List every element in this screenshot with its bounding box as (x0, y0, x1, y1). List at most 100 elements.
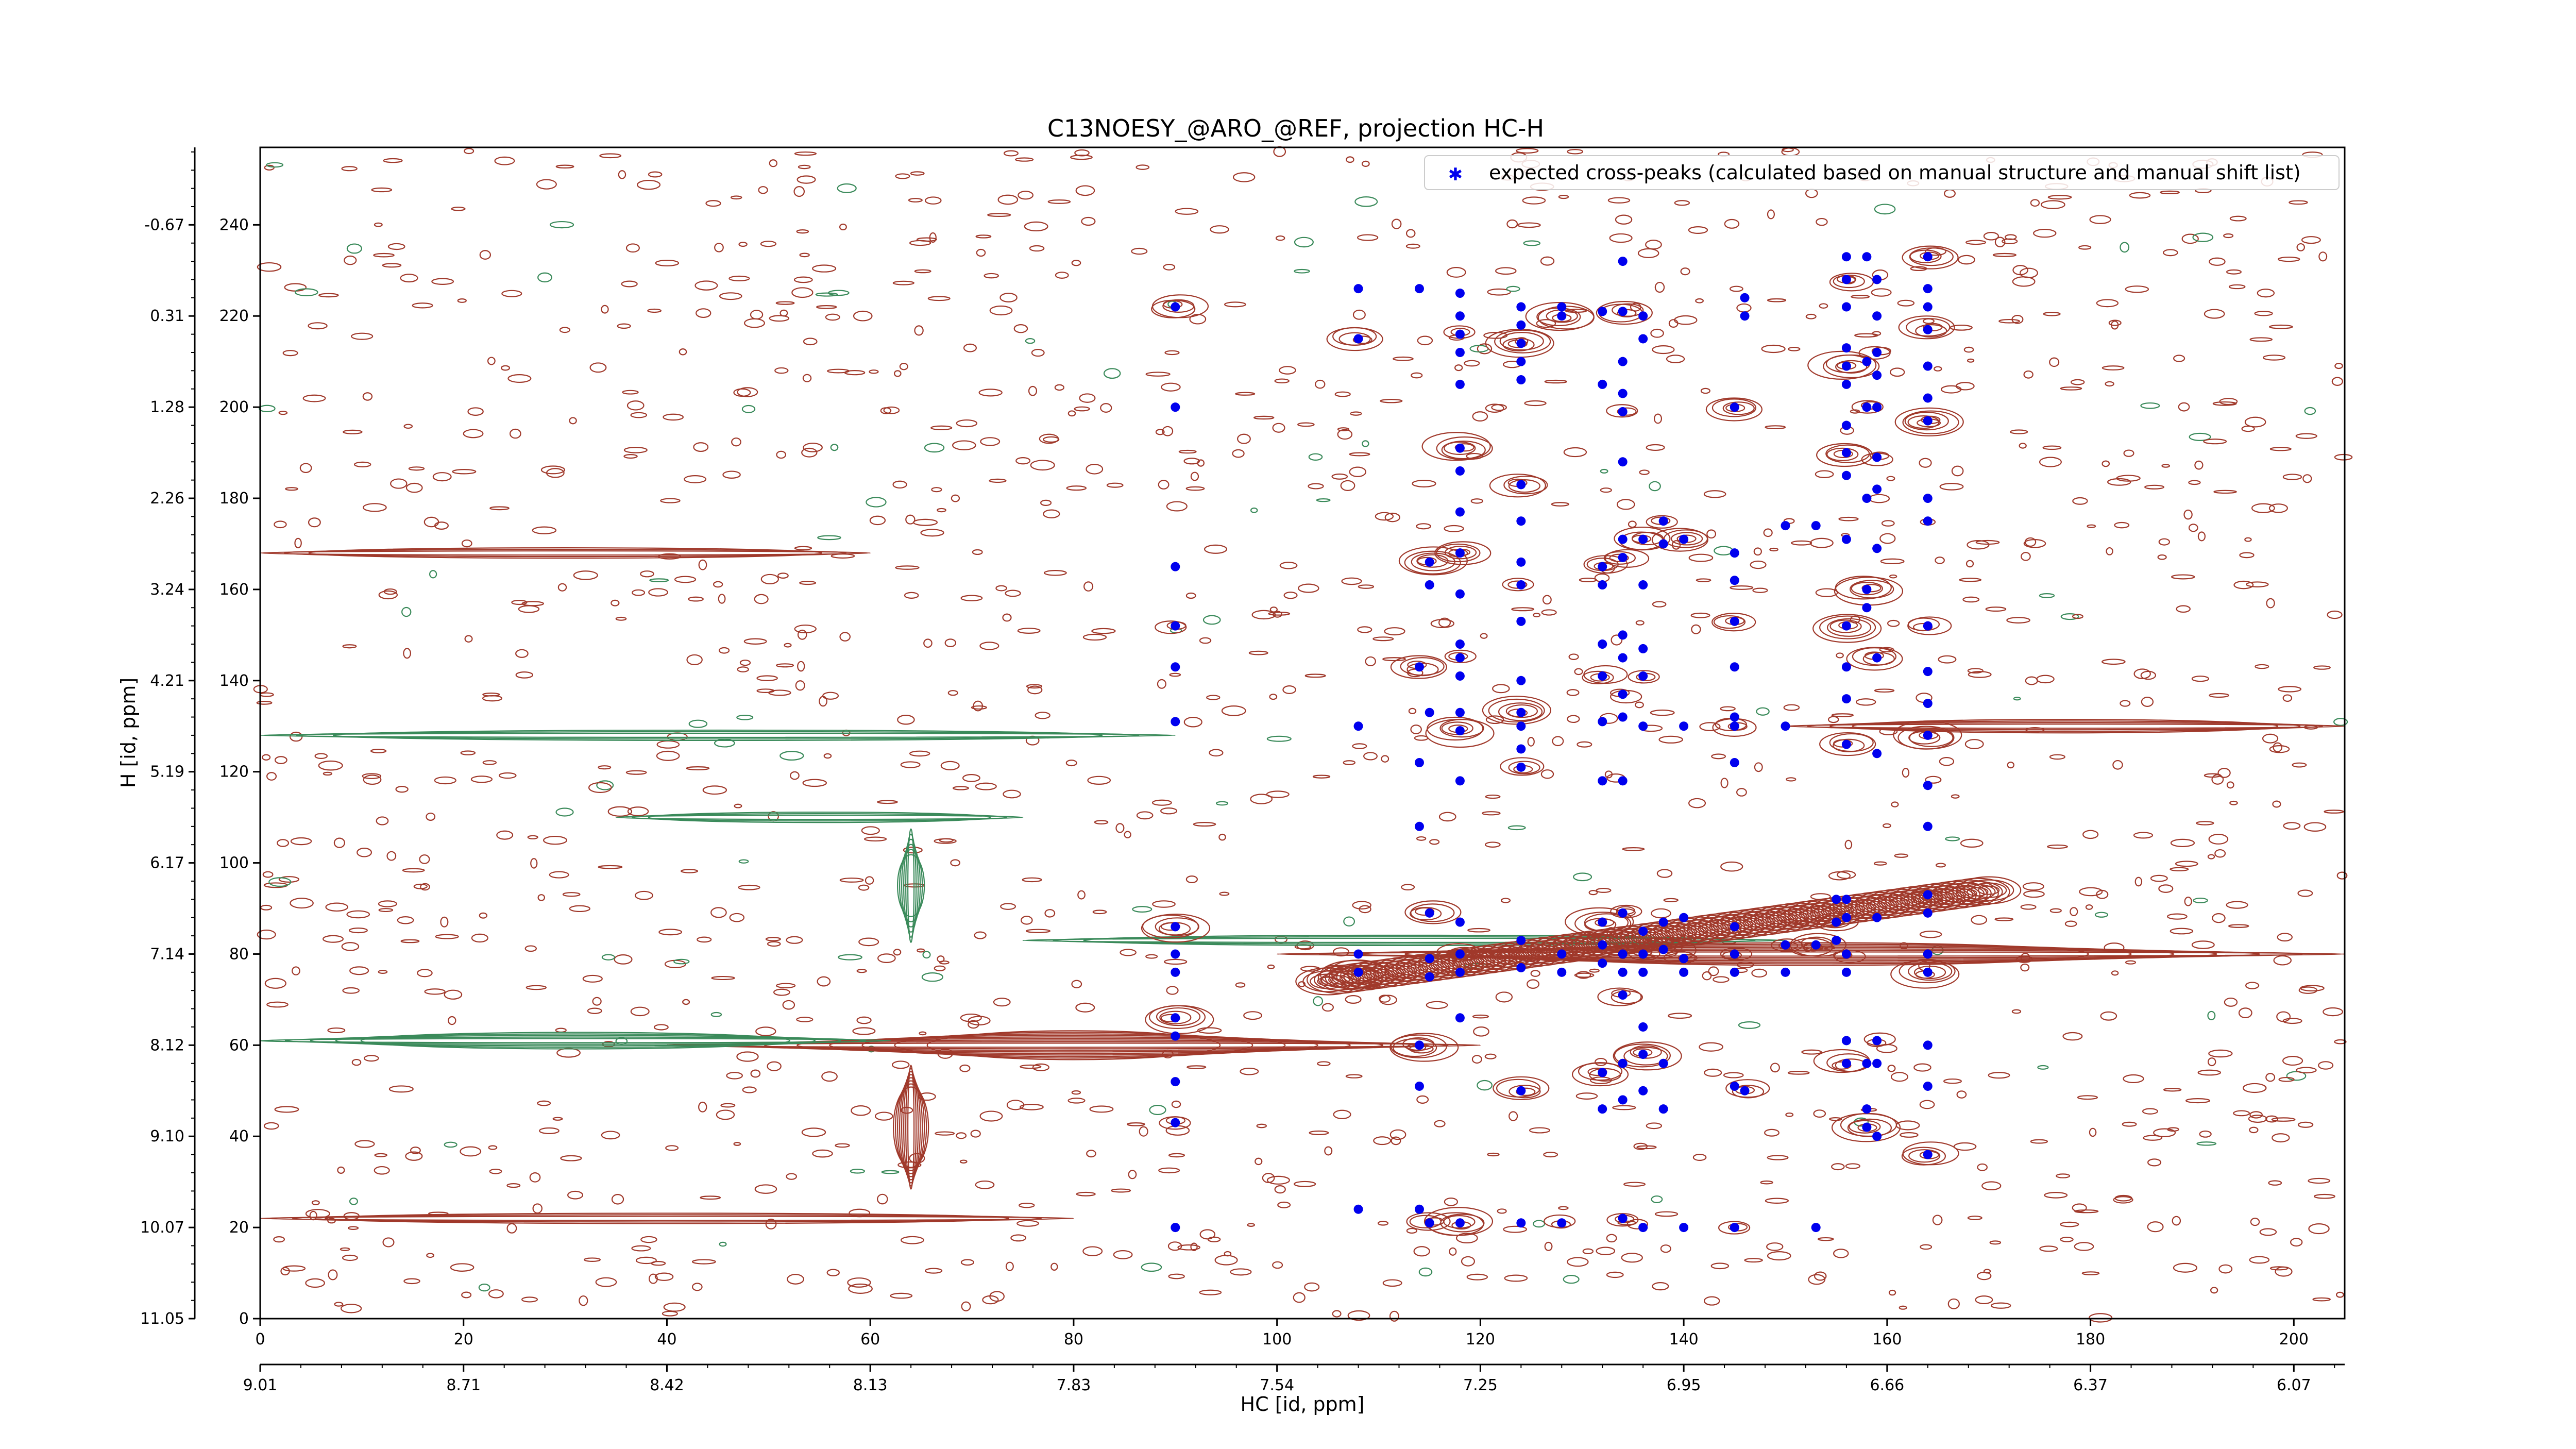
peak-contour (1565, 907, 1634, 936)
noise-contour (819, 696, 827, 707)
noise-contour (363, 774, 382, 785)
peak-contour (1819, 915, 1851, 929)
noise-contour (1071, 260, 1081, 266)
noise-contour (266, 1001, 289, 1008)
noise-contour (976, 248, 986, 257)
noise-contour (2163, 1088, 2182, 1092)
noise-contour (1206, 695, 1221, 700)
noise-contour (1131, 247, 1148, 255)
noise-contour (1209, 749, 1224, 757)
noise-contour (2277, 933, 2293, 942)
peak-contour (1807, 350, 1877, 380)
expected-peak-point (1455, 726, 1465, 736)
ridge-contour (1053, 936, 1756, 945)
noise-contour (750, 1069, 761, 1078)
noise-contour (2025, 676, 2038, 685)
noise-contour (622, 390, 639, 395)
noise-contour (1185, 486, 1205, 491)
noise-contour (793, 186, 805, 197)
noise-contour (1067, 410, 1076, 417)
noise-contour (1031, 348, 1045, 357)
expected-peak-point (1923, 361, 1933, 371)
noise-contour (555, 164, 574, 169)
noise-contour (2011, 1009, 2022, 1014)
expected-peak-point (1425, 972, 1434, 982)
noise-contour (786, 1173, 797, 1180)
noise-contour (1607, 197, 1631, 204)
noise-contour (1079, 393, 1096, 403)
noise-contour (2189, 432, 2211, 441)
expected-peak-point (1353, 721, 1363, 731)
noise-contour (611, 1194, 624, 1205)
noise-contour (1357, 234, 1379, 241)
noise-contour (904, 592, 919, 599)
expected-peak-point (1455, 589, 1465, 599)
noise-contour (1293, 1181, 1316, 1187)
peak-contour (1582, 670, 1614, 684)
noise-contour (2170, 867, 2189, 872)
noise-contour (342, 1254, 358, 1261)
noise-contour (2268, 324, 2293, 329)
noise-contour (741, 405, 756, 413)
noise-contour (835, 1143, 850, 1148)
expected-peak-point (1658, 1104, 1668, 1114)
noise-contour (2082, 830, 2099, 839)
noise-contour (1753, 547, 1762, 556)
noise-contour (728, 275, 750, 281)
noise-contour (1002, 613, 1012, 622)
x-ppm-tick-label: 6.37 (2073, 1376, 2108, 1394)
expected-peak-point (1638, 534, 1648, 544)
noise-contour (1989, 1240, 2002, 1245)
peak-contour (1902, 1141, 1959, 1166)
noise-contour (1983, 232, 1999, 241)
noise-contour (1352, 743, 1367, 749)
noise-contour (950, 859, 961, 867)
noise-contour (674, 576, 697, 583)
noise-contour (1575, 1092, 1598, 1100)
noise-contour (1711, 753, 1726, 760)
noise-contour (1471, 1055, 1482, 1064)
expected-peak-point (1516, 707, 1526, 717)
noise-contour (970, 1130, 981, 1138)
noise-contour (1947, 1298, 1960, 1309)
expected-peak-point (1872, 402, 1882, 412)
expected-peak-point (1679, 954, 1689, 964)
noise-contour (980, 437, 1001, 446)
noise-contour (1527, 737, 1535, 747)
y-tick-label: 20 (229, 1219, 249, 1237)
noise-contour (2064, 920, 2077, 927)
noise-contour (1787, 1071, 1810, 1075)
noise-contour (2039, 1245, 2058, 1252)
ridge-contour (615, 815, 1024, 820)
ridge-contour (901, 844, 921, 928)
ridge-contour (926, 1030, 1221, 1060)
noise-contour (730, 195, 742, 200)
expected-peak-point (1618, 534, 1628, 544)
noise-contour (1551, 502, 1569, 507)
noise-contour (2194, 460, 2204, 470)
noise-contour (506, 1223, 517, 1234)
noise-contour (2150, 874, 2168, 882)
noise-contour (2268, 503, 2288, 513)
noise-contour (540, 465, 565, 475)
noise-contour (2226, 269, 2242, 275)
noise-contour (686, 654, 703, 665)
noise-contour (2229, 215, 2247, 222)
x-ppm-tick-label: 8.13 (853, 1376, 888, 1394)
noise-contour (2331, 377, 2343, 386)
noise-contour (357, 848, 372, 857)
noise-contour (1720, 861, 1743, 872)
noise-contour (2204, 309, 2225, 319)
noise-contour (1434, 1120, 1446, 1127)
noise-contour (951, 494, 960, 502)
noise-contour (1035, 712, 1050, 719)
noise-contour (596, 780, 614, 790)
peak-contour (1910, 889, 1943, 903)
expected-peak-point (1171, 662, 1180, 672)
noise-contour (1699, 1042, 1723, 1052)
noise-contour (754, 1184, 777, 1194)
noise-contour (515, 649, 529, 658)
noise-contour (739, 660, 751, 666)
expected-peak-point (1638, 1050, 1648, 1059)
noise-contour (799, 581, 817, 585)
